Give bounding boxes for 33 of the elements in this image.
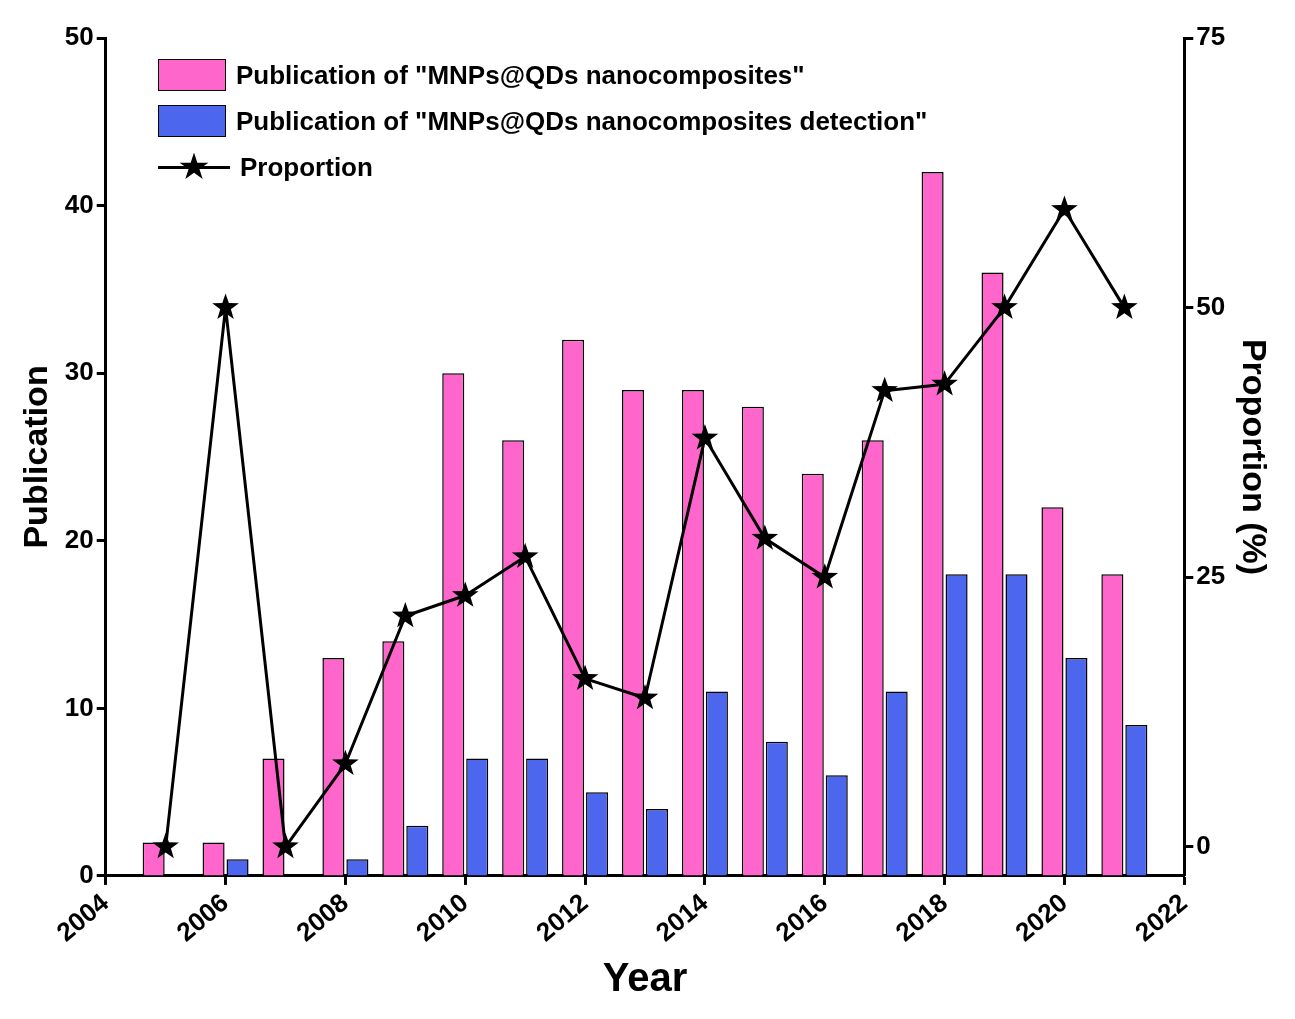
point (811, 563, 839, 589)
y-axis-title: Publication (15, 365, 54, 549)
point (691, 424, 719, 450)
point (751, 524, 779, 550)
y-tick-label: 0 (79, 859, 94, 890)
point (451, 581, 479, 607)
point (212, 293, 239, 319)
point (1111, 293, 1138, 319)
point (991, 293, 1018, 319)
y2-tick-label: 50 (1196, 290, 1226, 321)
x-axis-title: Year (602, 955, 688, 1000)
y-tick-label: 30 (64, 356, 94, 387)
y-tick-label: 10 (64, 691, 94, 722)
y2-axis-title: Proportion (%) (1236, 338, 1275, 575)
legend-label: Publication of "MNPs@QDs nanocomposites detection" (236, 105, 928, 137)
legend-label: Publication of "MNPs@QDs nanocomposites" (236, 59, 805, 91)
legend-label: Proportion (240, 151, 373, 183)
point (392, 602, 419, 628)
y-tick-label: 20 (64, 523, 94, 554)
point (332, 749, 359, 776)
point (571, 664, 599, 690)
y2-tick-label: 0 (1196, 829, 1211, 860)
y-tick-label: 40 (64, 188, 94, 219)
point (152, 832, 179, 859)
y2-tick-label: 75 (1196, 21, 1226, 52)
point (631, 683, 659, 710)
point (871, 376, 898, 402)
point (1051, 195, 1078, 221)
point (931, 370, 958, 396)
point (272, 832, 299, 859)
y2-tick-label: 25 (1196, 560, 1226, 591)
point (511, 542, 539, 569)
y-tick-label: 50 (64, 21, 94, 52)
